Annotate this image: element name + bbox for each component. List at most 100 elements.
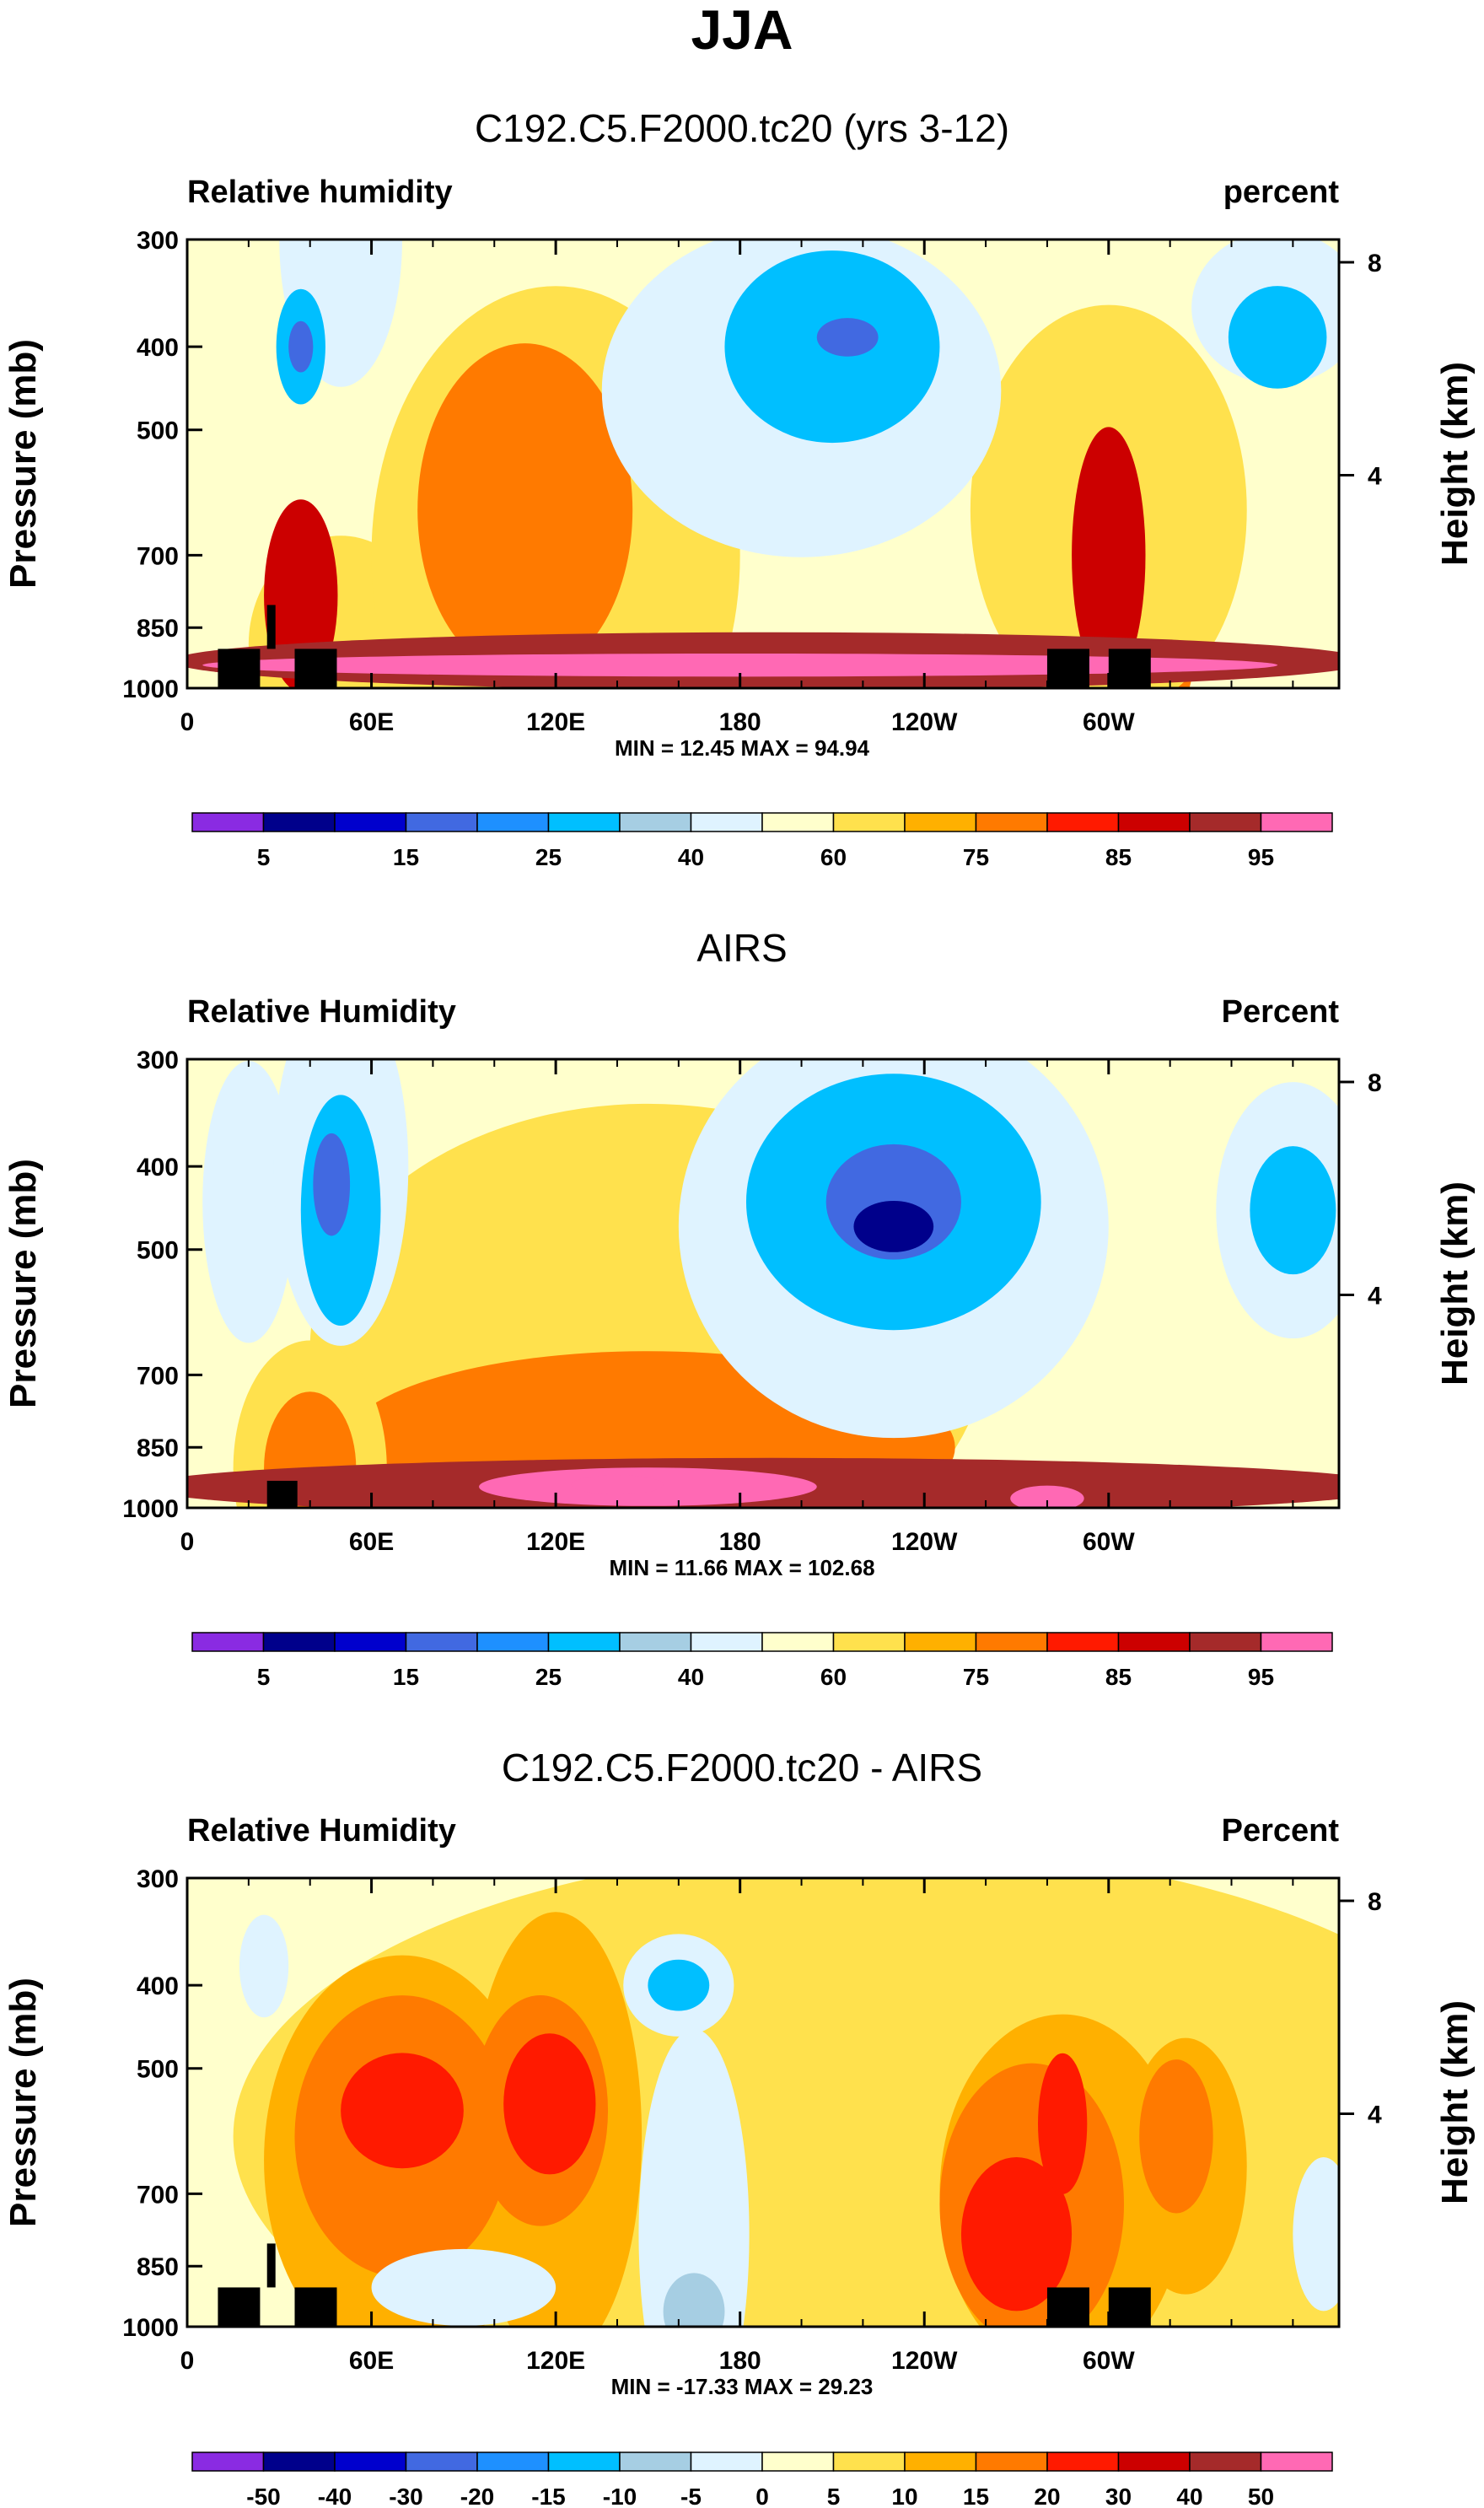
panel3-contour-13	[638, 2029, 750, 2327]
panel1-ytick-label: 1000	[122, 675, 179, 703]
panel3-xtick-label: 60W	[1083, 2347, 1135, 2375]
panel2-colorbar-swatch-15	[1260, 1632, 1333, 1652]
panel2-colorbar-swatch-9	[832, 1632, 906, 1652]
panel3-ytick-label: 700	[137, 2181, 179, 2209]
panel2-colorbar-label: 75	[963, 1664, 989, 1690]
panel2-colorbar-label: 60	[820, 1664, 847, 1690]
panel3-contour-5	[341, 2053, 464, 2169]
panel1-ytick-label: 400	[137, 334, 179, 362]
panel1-field	[187, 239, 1339, 688]
panel2-contour-15	[853, 1200, 934, 1252]
panel1-colorbar-swatch-4	[476, 812, 550, 832]
panel1-colorbar-swatch-13	[1117, 812, 1191, 832]
panel1-colorbar-label: 85	[1105, 844, 1132, 870]
panel3-colorbar-swatch-11	[975, 2451, 1048, 2472]
panel1-colorbar-swatch-9	[832, 812, 906, 832]
panel1-colorbar-swatch-15	[1260, 812, 1333, 832]
panel1-colorbar-label: 95	[1248, 844, 1274, 870]
panel3-ylabel-right: Height (km)	[1434, 2000, 1476, 2204]
panel1-contour-16	[288, 320, 314, 373]
panel2-colorbar-swatch-8	[761, 1632, 835, 1652]
panel2-stats: MIN = 11.66 MAX = 102.68	[609, 1555, 874, 1580]
panel3-colorbar-label: 10	[891, 2484, 917, 2508]
panel3-colorbar-label: -40	[318, 2484, 352, 2508]
panel2-colorbar-swatch-3	[405, 1632, 478, 1652]
panel3-xtick-label: 0	[180, 2347, 195, 2375]
panel2-colorbar-swatch-4	[476, 1632, 550, 1652]
panel2-xtick-label: 60W	[1083, 1528, 1135, 1556]
panel3-ytick-label: 850	[137, 2253, 179, 2281]
panel3-colorbar-swatch-5	[547, 2451, 621, 2472]
panel2-colorbar-swatch-10	[904, 1632, 977, 1652]
panel3-colorbar-label: 0	[755, 2484, 769, 2508]
panel3-contour-16	[648, 1959, 710, 2011]
panel1-xtick-label: 60E	[349, 708, 394, 736]
panel2-colorbar-swatch-6	[619, 1632, 692, 1652]
panel1-contour-12	[816, 318, 879, 357]
panel1-terrain-4	[1108, 649, 1151, 688]
panel3-colorbar-label: -5	[680, 2484, 702, 2508]
panel1-terrain-3	[1046, 649, 1089, 688]
panel3-ylabel: Pressure (mb)	[3, 1978, 44, 2227]
panel3-colorbar-swatch-3	[405, 2451, 478, 2472]
panel2-colorbar-label: 25	[535, 1664, 562, 1690]
panel1-colorbar-swatch-12	[1046, 812, 1120, 832]
panel1-stats: MIN = 12.45 MAX = 94.94	[615, 735, 870, 761]
panel3-colorbar-swatch-13	[1117, 2451, 1191, 2472]
panel2-colorbar-swatch-2	[334, 1632, 407, 1652]
panel3-right-label: Percent	[1222, 1813, 1340, 1849]
panel3-colorbar-swatch-1	[262, 2451, 336, 2472]
panel2-ytick-label: 700	[137, 1362, 179, 1390]
panel3-stats: MIN = -17.33 MAX = 29.23	[611, 2374, 874, 2399]
panel2-colorbar-swatch-7	[690, 1632, 763, 1652]
panel1-contour-6	[1072, 427, 1146, 684]
panel2-colorbar-swatch-14	[1189, 1632, 1262, 1652]
panel1-contour-14	[1228, 286, 1327, 389]
panel2-colorbar-swatch-13	[1117, 1632, 1191, 1652]
panel2-colorbar-label: 85	[1105, 1664, 1132, 1690]
panel1-colorbar-swatch-2	[334, 812, 407, 832]
panel2-ytick-label: 500	[137, 1237, 179, 1265]
panel3-contour-19	[371, 2248, 556, 2327]
panel1-colorbar-label: 15	[393, 844, 419, 870]
panel2-ylabel-right: Height (km)	[1434, 1181, 1476, 1386]
panel3-terrain-2	[266, 2243, 276, 2288]
panel1-colorbar-label: 75	[963, 844, 989, 870]
panel2-ytick-label: 400	[137, 1154, 179, 1181]
panel2-xtick-label: 60E	[349, 1528, 394, 1556]
panel2-terrain-0	[266, 1480, 298, 1508]
panel3-terrain-3	[1046, 2287, 1089, 2327]
panel3-colorbar-label: 30	[1105, 2484, 1132, 2508]
panel1-rtick-label: 4	[1368, 463, 1382, 491]
panel3-field	[187, 1878, 1339, 2327]
panel2-ytick-label: 1000	[122, 1495, 179, 1523]
panel1-terrain-2	[266, 605, 276, 649]
panel3-contour-12	[1038, 2053, 1088, 2194]
panel3-terrain-1	[294, 2287, 337, 2327]
panel3-terrain-4	[1108, 2287, 1151, 2327]
season-title: JJA	[691, 0, 793, 61]
panel1-terrain-1	[294, 649, 337, 688]
panel3-ytick-label: 1000	[122, 2314, 179, 2342]
panel1-frame	[186, 238, 1341, 690]
panel1-colorbar-swatch-8	[761, 812, 835, 832]
panel3-colorbar-swatch-8	[761, 2451, 835, 2472]
panel3-contour-6	[503, 2033, 596, 2175]
panel3-colorbar-label: 20	[1034, 2484, 1060, 2508]
panel1-colorbar-label: 5	[257, 844, 271, 870]
panel1-xtick-label: 0	[180, 708, 195, 736]
panel2-colorbar-label: 15	[393, 1664, 419, 1690]
panel3-colorbar-label: -50	[246, 2484, 280, 2508]
panel3-colorbar-swatch-10	[904, 2451, 977, 2472]
panel2-field	[187, 1059, 1339, 1508]
panel1-xtick-label: 120E	[526, 708, 585, 736]
panel1-title: C192.C5.F2000.tc20 (yrs 3-12)	[475, 106, 1009, 150]
panel2-colorbar-swatch-5	[547, 1632, 621, 1652]
panel2-colorbar-swatch-11	[975, 1632, 1048, 1652]
panel2-xtick-label: 120E	[526, 1528, 585, 1556]
panel3-colorbar-label: 50	[1248, 2484, 1274, 2508]
panel3-colorbar-swatch-12	[1046, 2451, 1120, 2472]
panel2-xtick-label: 120W	[891, 1528, 958, 1556]
panel1-ylabel: Pressure (mb)	[3, 339, 44, 589]
